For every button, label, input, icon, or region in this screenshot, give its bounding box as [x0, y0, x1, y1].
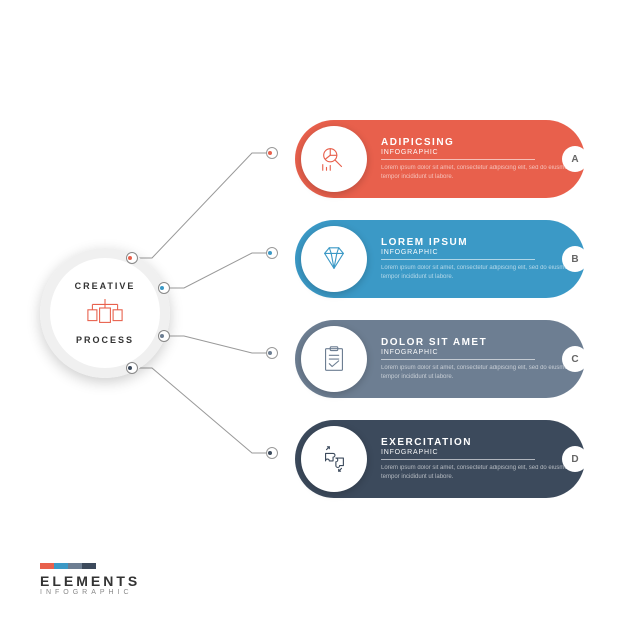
central-bottom-text: PROCESS	[76, 335, 134, 345]
item-subtitle: INFOGRAPHIC	[381, 149, 573, 156]
palette-swatch	[54, 563, 68, 569]
connector-dot	[266, 447, 278, 459]
item-title: ADIPICSING	[381, 137, 573, 148]
item-content: EXERCITATION INFOGRAPHIC Lorem ipsum dol…	[367, 437, 585, 481]
footer-swatches	[40, 563, 140, 569]
connector-dot	[266, 347, 278, 359]
item-subtitle: INFOGRAPHIC	[381, 449, 573, 456]
hub-exit-dot	[126, 362, 138, 374]
item-content: ADIPICSING INFOGRAPHIC Lorem ipsum dolor…	[367, 137, 585, 181]
palette-swatch	[68, 563, 82, 569]
central-icon	[87, 299, 123, 327]
item-content: DOLOR SIT AMET INFOGRAPHIC Lorem ipsum d…	[367, 337, 585, 381]
item-subtitle: INFOGRAPHIC	[381, 349, 573, 356]
process-item-d: EXERCITATION INFOGRAPHIC Lorem ipsum dol…	[295, 420, 585, 498]
connector-dot	[266, 247, 278, 259]
footer: ELEMENTS INFOGRAPHIC	[40, 563, 140, 596]
item-desc: Lorem ipsum dolor sit amet, consectetur …	[381, 164, 573, 181]
item-letter-badge: C	[562, 346, 588, 372]
central-hub: CREATIVE PROCESS	[40, 248, 170, 378]
item-divider	[381, 359, 535, 360]
item-subtitle: INFOGRAPHIC	[381, 249, 573, 256]
item-title: LOREM IPSUM	[381, 237, 573, 248]
item-icon-circle	[301, 426, 367, 492]
central-top-text: CREATIVE	[75, 281, 136, 291]
process-item-b: LOREM IPSUM INFOGRAPHIC Lorem ipsum dolo…	[295, 220, 585, 298]
palette-swatch	[40, 563, 54, 569]
hub-exit-dot	[158, 282, 170, 294]
item-divider	[381, 259, 535, 260]
item-letter-badge: D	[562, 446, 588, 472]
footer-brand: ELEMENTS	[40, 573, 140, 589]
footer-sub: INFOGRAPHIC	[40, 589, 140, 596]
process-item-c: DOLOR SIT AMET INFOGRAPHIC Lorem ipsum d…	[295, 320, 585, 398]
item-divider	[381, 159, 535, 160]
hub-exit-dot	[126, 252, 138, 264]
item-title: EXERCITATION	[381, 437, 573, 448]
item-letter-badge: A	[562, 146, 588, 172]
item-icon-circle	[301, 126, 367, 192]
palette-swatch	[82, 563, 96, 569]
hub-exit-dot	[158, 330, 170, 342]
item-desc: Lorem ipsum dolor sit amet, consectetur …	[381, 264, 573, 281]
item-desc: Lorem ipsum dolor sit amet, consectetur …	[381, 464, 573, 481]
item-desc: Lorem ipsum dolor sit amet, consectetur …	[381, 364, 573, 381]
item-letter-badge: B	[562, 246, 588, 272]
item-icon-circle	[301, 326, 367, 392]
item-title: DOLOR SIT AMET	[381, 337, 573, 348]
connector-dot	[266, 147, 278, 159]
process-item-a: ADIPICSING INFOGRAPHIC Lorem ipsum dolor…	[295, 120, 585, 198]
item-content: LOREM IPSUM INFOGRAPHIC Lorem ipsum dolo…	[367, 237, 585, 281]
item-divider	[381, 459, 535, 460]
item-icon-circle	[301, 226, 367, 292]
